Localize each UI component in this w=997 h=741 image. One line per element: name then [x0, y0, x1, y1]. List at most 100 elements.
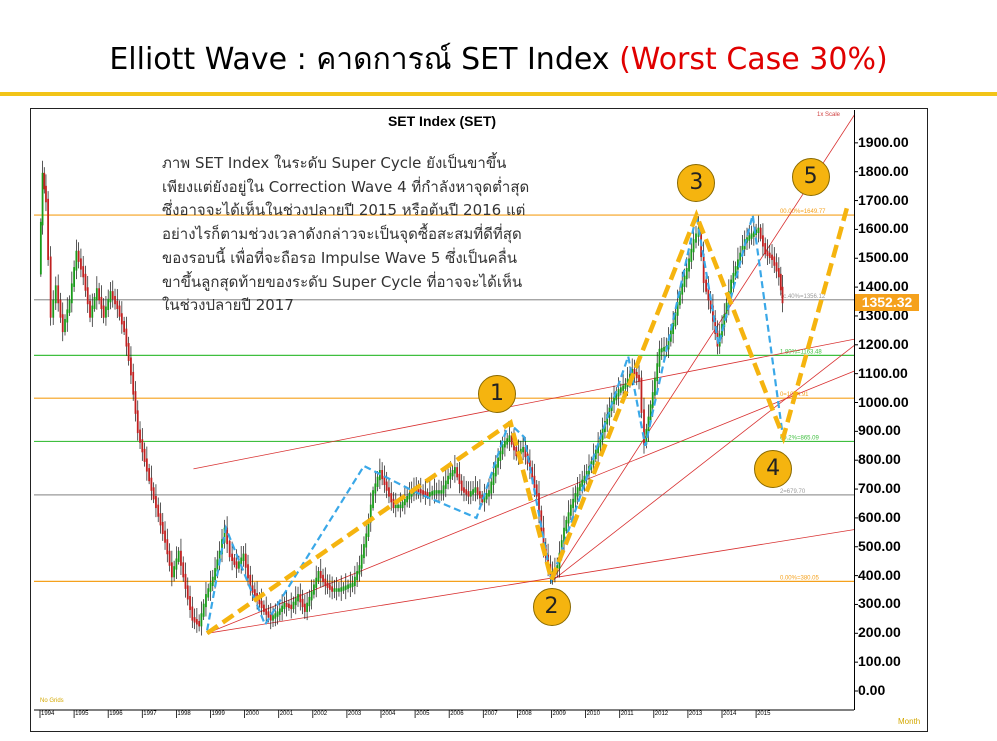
- price-candle-9: [59, 299, 62, 318]
- price-candle-267: [647, 416, 650, 433]
- price-candle-83: [228, 540, 231, 558]
- price-candle-206: [508, 435, 511, 442]
- price-candle-305: [734, 266, 737, 277]
- price-candle-75: [209, 582, 212, 592]
- price-candle-316: [759, 227, 762, 239]
- price-candle-47: [145, 458, 148, 472]
- price-candle-304: [732, 272, 735, 284]
- price-candle-323: [775, 262, 778, 272]
- price-candle-77: [214, 568, 216, 581]
- y-tick-label-18: 1800.00: [858, 162, 909, 179]
- price-candle-25: [95, 288, 98, 301]
- level-label-6: 0.00%=380.05: [780, 575, 820, 581]
- price-candle-152: [385, 481, 388, 491]
- price-candle-256: [622, 385, 625, 391]
- price-candle-246: [599, 436, 602, 448]
- price-candle-32: [111, 291, 114, 300]
- price-candle-198: [490, 481, 493, 494]
- price-candle-58: [170, 562, 173, 578]
- price-candle-182: [453, 467, 456, 474]
- price-candle-235: [574, 493, 577, 503]
- price-candle-30: [107, 298, 110, 310]
- price-candle-312: [750, 233, 753, 239]
- price-candle-60: [175, 558, 178, 570]
- price-candle-269: [651, 392, 654, 408]
- price-candle-320: [768, 252, 771, 259]
- price-candle-6: [52, 299, 55, 318]
- price-candle-59: [173, 566, 176, 578]
- level-label-0: 00.00%=1649.77: [780, 209, 826, 215]
- price-candle-129: [333, 588, 336, 592]
- price-candle-24: [93, 296, 96, 310]
- price-candle-159: [401, 501, 404, 509]
- price-candle-169: [424, 491, 427, 496]
- price-candle-213: [524, 446, 527, 458]
- price-candle-158: [399, 504, 402, 509]
- price-candle-42: [134, 391, 137, 414]
- price-candle-50: [152, 487, 155, 500]
- price-candle-13: [68, 299, 71, 313]
- price-candle-49: [150, 477, 153, 491]
- price-candle-209: [515, 446, 518, 457]
- price-candle-3: [45, 185, 47, 203]
- x-tick-label-2: 1996: [109, 711, 123, 717]
- price-candle-147: [374, 483, 377, 494]
- price-candle-178: [444, 480, 447, 489]
- price-candle-150: [381, 470, 384, 480]
- price-candle-128: [331, 586, 334, 592]
- price-candle-22: [89, 300, 91, 318]
- price-candle-141: [360, 554, 363, 569]
- price-candle-124: [322, 574, 324, 583]
- slide-title-highlight: (Worst Case 30%): [619, 42, 888, 77]
- price-candle-126: [326, 582, 329, 588]
- x-tick-label-15: 2009: [552, 711, 566, 717]
- price-candle-26: [98, 288, 101, 301]
- price-candle-326: [781, 286, 784, 304]
- x-tick-label-6: 2000: [245, 711, 259, 717]
- price-candle-157: [397, 504, 399, 509]
- x-tick-label-4: 1998: [177, 711, 191, 717]
- price-candle-276: [667, 338, 670, 350]
- price-candle-318: [764, 243, 767, 255]
- price-candle-44: [139, 429, 141, 443]
- price-candle-325: [779, 273, 782, 291]
- price-candle-252: [613, 396, 615, 405]
- price-candle-7: [54, 285, 57, 304]
- price-candle-55: [164, 530, 166, 543]
- slide-title-main: Elliott Wave : คาดการณ์ SET Index: [109, 42, 610, 77]
- price-candle-195: [483, 495, 486, 503]
- price-candle-201: [497, 457, 499, 468]
- price-candle-65: [186, 585, 189, 600]
- y-tick-label-4: 400.00: [858, 566, 901, 583]
- price-candle-185: [460, 480, 463, 491]
- y-tick-label-14: 1400.00: [858, 278, 909, 295]
- price-candle-84: [231, 553, 233, 561]
- price-candle-110: [290, 604, 293, 610]
- price-candle-197: [488, 490, 490, 497]
- price-candle-78: [216, 559, 219, 572]
- price-candle-307: [739, 252, 742, 263]
- price-candle-170: [426, 492, 429, 497]
- price-candle-91: [247, 564, 249, 579]
- price-candle-104: [276, 611, 279, 617]
- price-candle-79: [218, 550, 221, 563]
- corner-label: No Grids: [40, 698, 64, 704]
- price-candle-120: [313, 584, 315, 595]
- price-candle-103: [274, 613, 277, 619]
- price-candle-106: [281, 605, 284, 612]
- price-candle-184: [458, 473, 461, 485]
- price-candle-277: [669, 330, 672, 342]
- price-candle-274: [663, 346, 665, 352]
- price-candle-35: [118, 305, 121, 317]
- x-tick-label-11: 2005: [416, 711, 430, 717]
- price-candle-85: [233, 557, 236, 565]
- price-candle-121: [315, 577, 318, 588]
- price-candle-181: [451, 470, 454, 477]
- price-candle-118: [308, 596, 311, 607]
- price-candle-100: [267, 611, 270, 618]
- price-candle-179: [447, 475, 449, 485]
- wave-marker-1: 1: [477, 374, 516, 413]
- note-line-1: เพียงแต่ยังอยู่ใน Correction Wave 4 ที่ก…: [162, 177, 530, 196]
- price-candle-93: [251, 585, 254, 593]
- note-line-3: อย่างไรก็ตามช่วงเวลาดังกล่าวจะเป็นจุดซื้…: [162, 225, 522, 244]
